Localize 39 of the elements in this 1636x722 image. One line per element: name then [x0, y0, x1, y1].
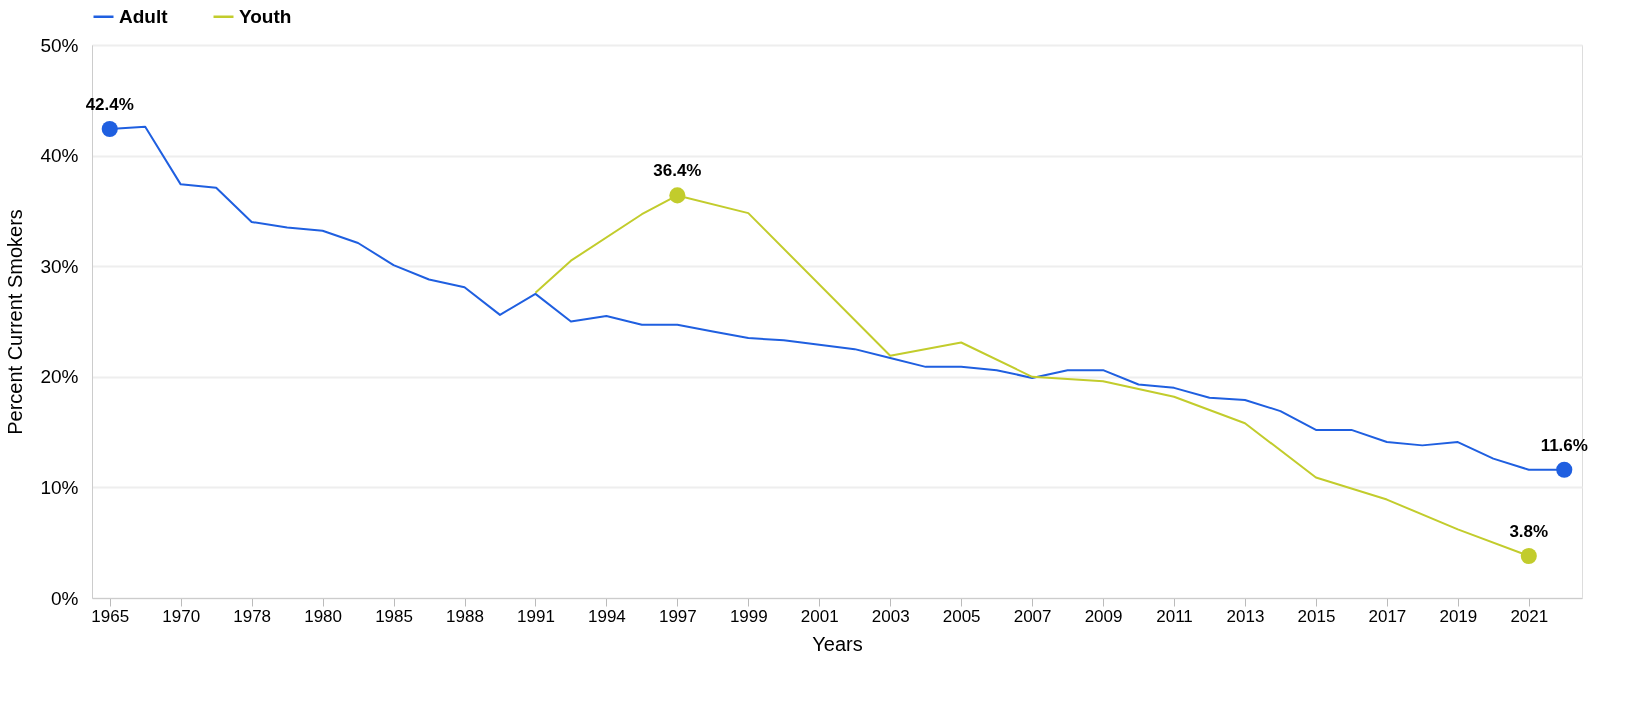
x-tick-label: 1999 [729, 606, 768, 626]
y-tick-label: 0% [51, 587, 79, 609]
x-tick-label: 2013 [1226, 606, 1265, 626]
x-tick-label: 2007 [1013, 606, 1052, 626]
x-tick-label: 2017 [1368, 606, 1407, 626]
y-tick-label: 50% [40, 34, 79, 56]
legend-label: Youth [239, 5, 292, 27]
x-tick-label: 1978 [233, 606, 272, 626]
x-tick-label: 1997 [658, 606, 697, 626]
x-tick-label: 2001 [800, 606, 839, 626]
data-label: 36.4% [653, 161, 702, 181]
x-tick-label: 1994 [587, 606, 626, 626]
data-label: 3.8% [1509, 521, 1549, 541]
point [101, 121, 118, 138]
legend-label: Adult [119, 5, 169, 27]
y-tick-label: 20% [40, 366, 79, 388]
x-tick-label: 1988 [446, 606, 484, 626]
x-tick-label: 1985 [375, 606, 413, 626]
x-tick-label: 2009 [1084, 606, 1123, 626]
y-tick-label: 40% [40, 145, 79, 167]
x-axis-title: Years [812, 632, 863, 655]
point [1556, 461, 1573, 478]
y-axis-title: Percent Current Smokers [4, 209, 27, 435]
data-label: 11.6% [1540, 435, 1588, 455]
data-label: 42.4% [85, 95, 134, 115]
x-tick-label: 2003 [871, 606, 910, 626]
y-tick-label: 30% [40, 255, 79, 277]
x-tick-label: 2005 [942, 606, 981, 626]
point [1520, 547, 1537, 565]
y-tick-label: 10% [40, 476, 79, 498]
x-tick-label: 2015 [1297, 606, 1336, 626]
x-tick-label: 1980 [304, 606, 343, 626]
x-tick-label: 1965 [91, 606, 130, 626]
x-tick-label: 1970 [162, 606, 201, 626]
point [669, 187, 686, 204]
x-tick-label: 2021 [1510, 606, 1549, 626]
x-tick-label: 2011 [1156, 606, 1193, 626]
x-tick-label: 2019 [1439, 606, 1478, 626]
x-tick-label: 1991 [517, 606, 555, 626]
